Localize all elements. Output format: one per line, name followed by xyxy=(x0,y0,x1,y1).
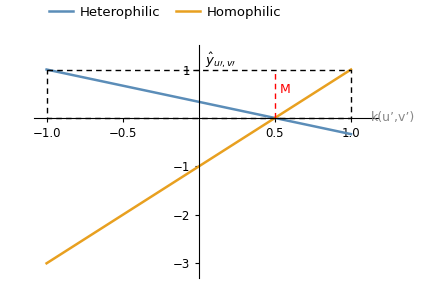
Legend: Heterophilic, Homophilic: Heterophilic, Homophilic xyxy=(44,1,286,24)
Text: $\hat{y}_{u\prime,v\prime}$: $\hat{y}_{u\prime,v\prime}$ xyxy=(205,51,236,70)
Text: M: M xyxy=(280,83,290,96)
Text: k(u’,v’): k(u’,v’) xyxy=(371,111,415,124)
